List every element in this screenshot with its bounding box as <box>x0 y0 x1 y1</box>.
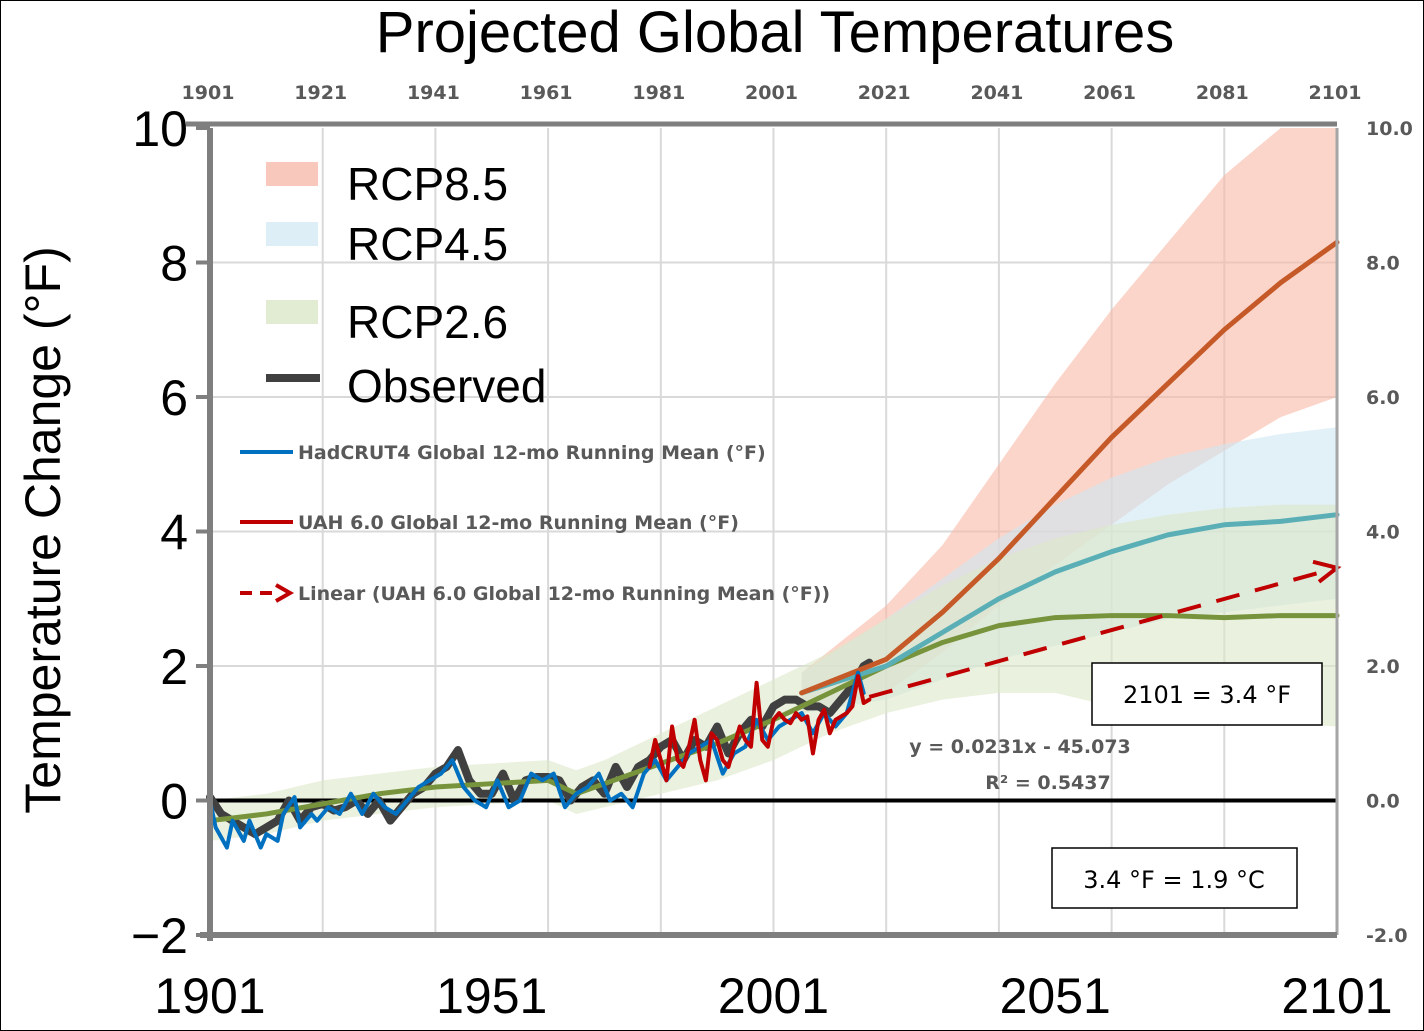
projection-box-text: 2101 = 3.4 °F <box>1123 681 1291 709</box>
y-tick-label-left: −2 <box>131 908 188 964</box>
y-tick-label-right: 8.0 <box>1366 253 1400 275</box>
legend-rcp26-swatch <box>266 300 318 324</box>
x-tick-label-bottom: 2101 <box>1281 968 1392 1024</box>
x-tick-label-bottom: 2001 <box>718 968 829 1024</box>
legend-small-label: UAH 6.0 Global 12-mo Running Mean (°F) <box>298 512 739 534</box>
r-squared: R² = 0.5437 <box>985 772 1110 794</box>
y-tick-label-left: 0 <box>160 774 188 830</box>
y-tick-label-left: 4 <box>160 505 188 561</box>
legend-small-label: Linear (UAH 6.0 Global 12-mo Running Mea… <box>298 583 830 605</box>
x-tick-label-top: 2021 <box>858 82 911 104</box>
x-tick-label-top: 1941 <box>407 82 460 104</box>
y-tick-label-right: 6.0 <box>1366 387 1400 409</box>
series-rcp4-5-mean <box>799 512 1340 696</box>
y-tick-label-left: 2 <box>160 639 188 695</box>
projection-box <box>1091 662 1323 726</box>
conversion-box <box>1051 847 1298 909</box>
legend-small-label: HadCRUT4 Global 12-mo Running Mean (°F) <box>298 442 766 464</box>
x-tick-label-bottom: 1951 <box>436 968 547 1024</box>
legend-rcp45-swatch <box>266 222 318 246</box>
x-tick-label-top: 1981 <box>632 82 685 104</box>
trend-equation: y = 0.0231x - 45.073 <box>909 736 1131 758</box>
x-tick-label-bottom: 2051 <box>1000 968 1111 1024</box>
y-tick-label-left: 8 <box>160 236 188 292</box>
x-tick-label-top: 2041 <box>970 82 1023 104</box>
chart-title: Projected Global Temperatures <box>376 0 1174 65</box>
legend-large-label: RCP2.6 <box>347 296 508 348</box>
x-tick-label-top: 1961 <box>520 82 573 104</box>
y-tick-label-right: 4.0 <box>1366 522 1400 544</box>
legend-rcp85-swatch <box>266 162 318 186</box>
legend-arrow-icon <box>275 583 295 603</box>
band-rcp85 <box>801 128 1337 714</box>
x-tick-label-top: 2101 <box>1309 82 1362 104</box>
y-tick-label-left: 10 <box>132 101 188 157</box>
series-linear-uah-6-0-global-12-mo-running-mean-f <box>868 565 1338 699</box>
legend-large-label: RCP4.5 <box>347 218 508 270</box>
x-tick-label-top: 2081 <box>1196 82 1249 104</box>
y-tick-label-right: 0.0 <box>1366 791 1400 813</box>
band-rcp26 <box>210 504 1337 841</box>
x-tick-label-top: 1921 <box>294 82 347 104</box>
series-uah-6-0-global-12-mo-running-mean-f <box>647 674 872 783</box>
y-axis-label: Temperature Change (°F) <box>15 246 71 813</box>
conversion-box-text: 3.4 °F = 1.9 °C <box>1083 866 1265 894</box>
x-tick-label-top: 2061 <box>1083 82 1136 104</box>
legend-large-label: RCP8.5 <box>347 158 508 210</box>
legend-large-label: Observed <box>347 360 546 412</box>
y-tick-label-right: 10.0 <box>1366 118 1413 140</box>
y-tick-label-left: 6 <box>160 370 188 426</box>
x-tick-label-bottom: 1901 <box>154 968 265 1024</box>
y-tick-label-right: -2.0 <box>1366 925 1408 947</box>
x-tick-label-top: 2001 <box>745 82 798 104</box>
series-rcp8-5-mean <box>799 239 1340 696</box>
x-tick-label-top: 1901 <box>182 82 235 104</box>
y-tick-label-right: 2.0 <box>1366 656 1400 678</box>
series-rcp2-6-mean <box>207 613 1340 824</box>
